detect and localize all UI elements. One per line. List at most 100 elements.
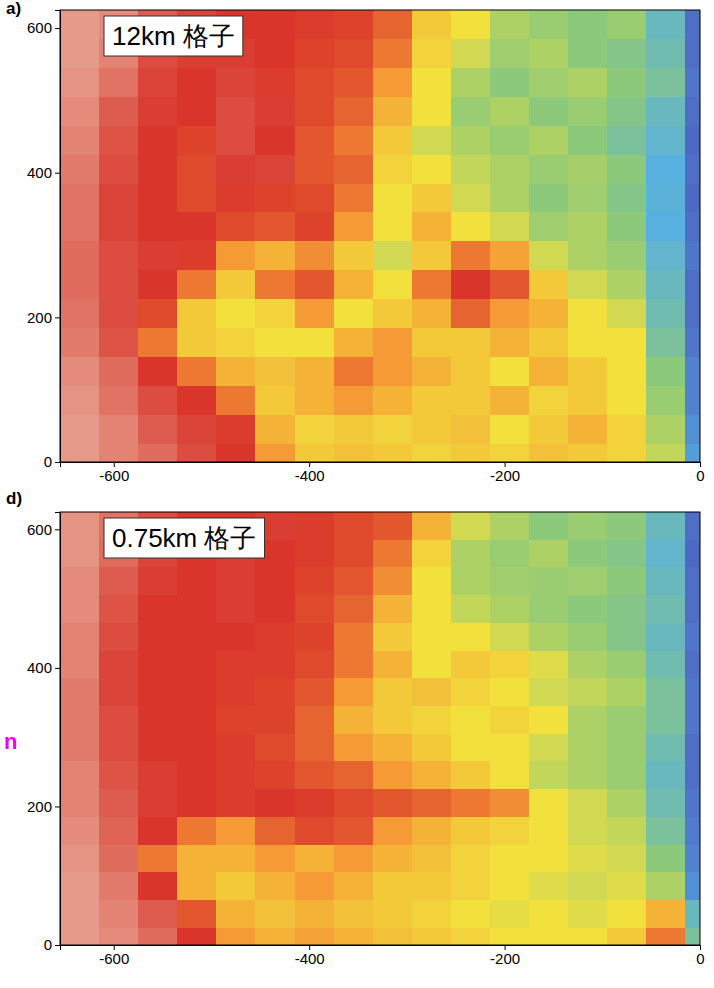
heatmap-cell — [568, 299, 608, 329]
heatmap-cell — [295, 415, 335, 445]
heatmap-cell — [607, 734, 647, 762]
heatmap-cell — [216, 789, 256, 817]
heatmap-cell — [60, 761, 100, 789]
heatmap-cell — [295, 97, 335, 127]
heatmap-cell — [568, 155, 608, 185]
heatmap-cell — [412, 212, 452, 242]
heatmap-cell — [490, 415, 530, 445]
heatmap-cell — [490, 184, 530, 214]
heatmap-cell — [412, 706, 452, 734]
heatmap-cell — [295, 184, 335, 214]
heatmap-cell — [529, 415, 569, 445]
heatmap-cell — [685, 761, 700, 789]
heatmap-cell — [295, 928, 335, 945]
y-tick-mark — [55, 806, 60, 807]
heatmap-cell — [568, 10, 608, 40]
heatmap-cell — [295, 734, 335, 762]
heatmap-cell — [255, 155, 295, 185]
heatmap-cell — [177, 845, 217, 873]
heatmap-cell — [373, 512, 413, 540]
side-annotation: n — [4, 729, 17, 754]
heatmap-cell — [373, 444, 413, 462]
heatmap-cell — [60, 270, 100, 300]
heatmap-cell — [138, 68, 178, 98]
heatmap-cell — [60, 845, 100, 873]
heatmap-cell — [451, 270, 491, 300]
heatmap-cell — [412, 39, 452, 69]
y-tick: 0 — [44, 936, 60, 953]
heatmap-cell — [295, 845, 335, 873]
grid-label-text: 0.75km 格子 — [112, 523, 257, 553]
y-axis-line — [55, 11, 61, 463]
heatmap-cell — [334, 241, 374, 271]
heatmap-cell — [412, 651, 452, 679]
heatmap-cell — [607, 10, 647, 40]
y-tick-mark — [55, 173, 60, 174]
heatmap-cell — [138, 386, 178, 416]
heatmap-cell — [216, 595, 256, 623]
heatmap-cell — [451, 651, 491, 679]
plot-frame — [60, 10, 700, 462]
heatmap-cell — [334, 184, 374, 214]
heatmap-cell — [177, 328, 217, 358]
y-tick: 600 — [27, 521, 60, 538]
heatmap-cell — [451, 357, 491, 387]
heatmap-cell — [138, 817, 178, 845]
heatmap-cell — [99, 444, 139, 462]
heatmap-cell — [177, 386, 217, 416]
heatmap-cell — [295, 10, 335, 40]
x-tick: -600 — [99, 945, 129, 967]
x-tick: -200 — [490, 462, 520, 484]
heatmap-cell — [334, 126, 374, 156]
heatmap-cell — [412, 789, 452, 817]
heatmap-cell — [451, 512, 491, 540]
heatmap-cell — [529, 595, 569, 623]
heatmap-cell — [412, 357, 452, 387]
heatmap-cell — [177, 270, 217, 300]
heatmap-cell — [646, 706, 686, 734]
heatmap-cell — [529, 872, 569, 900]
heatmap-cell — [255, 567, 295, 595]
heatmap-cell — [99, 900, 139, 928]
heatmap-cell — [568, 761, 608, 789]
y-tick: 400 — [27, 659, 60, 676]
x-axis-line — [61, 946, 701, 951]
heatmap-cell — [646, 328, 686, 358]
heatmap-cell — [451, 10, 491, 40]
heatmap-cell — [216, 761, 256, 789]
heatmap-cell — [255, 595, 295, 623]
heatmap-cell — [373, 567, 413, 595]
heatmap-cell — [99, 872, 139, 900]
heatmap-cell — [451, 126, 491, 156]
heatmap-cell — [177, 299, 217, 329]
heatmap-cell — [490, 651, 530, 679]
heatmap-cell — [295, 126, 335, 156]
heatmap-cell — [412, 97, 452, 127]
y-axis: 0200400600 — [27, 11, 61, 471]
heatmap-cell — [295, 817, 335, 845]
heatmap-cell — [568, 623, 608, 651]
y-tick-mark — [55, 317, 60, 318]
heatmap-cell — [255, 415, 295, 445]
grid-label-box — [104, 16, 243, 56]
heatmap-cell — [490, 706, 530, 734]
heatmap-cell — [138, 595, 178, 623]
heatmap-cell — [177, 155, 217, 185]
heatmap-cells — [60, 512, 700, 945]
heatmap-cell — [490, 386, 530, 416]
heatmap-cell — [529, 241, 569, 271]
heatmap-cell — [373, 845, 413, 873]
heatmap-cell — [373, 68, 413, 98]
heatmap-cell — [334, 68, 374, 98]
heatmap-cell — [490, 512, 530, 540]
heatmap-cell — [334, 270, 374, 300]
heatmap-cell — [685, 651, 700, 679]
heatmap-cell — [607, 299, 647, 329]
heatmap-cell — [412, 872, 452, 900]
heatmap-cell — [255, 357, 295, 387]
heatmap-cell — [373, 651, 413, 679]
heatmap-cell — [373, 212, 413, 242]
heatmap-cell — [568, 415, 608, 445]
heatmap-cell — [490, 678, 530, 706]
heatmap-cell — [685, 789, 700, 817]
